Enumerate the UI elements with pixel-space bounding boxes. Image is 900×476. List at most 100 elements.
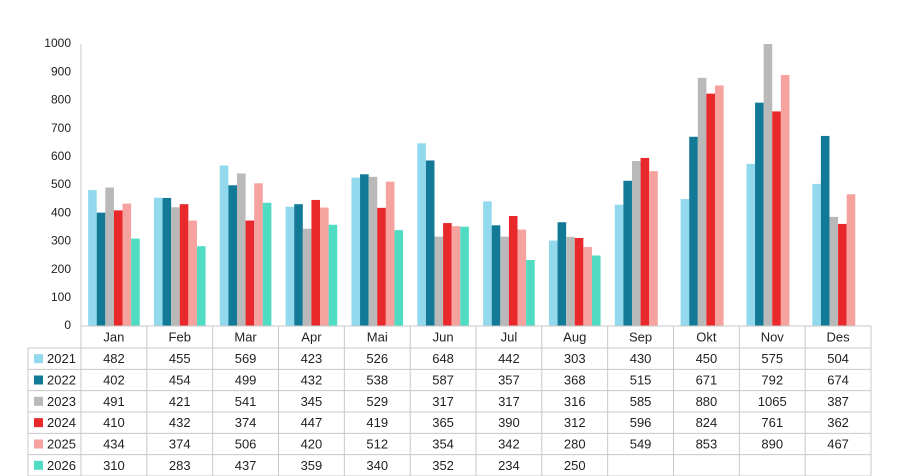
bar [820,135,830,326]
bar [236,173,246,326]
table-value: 374 [235,415,257,430]
table-value: 410 [103,415,125,430]
bar [526,260,535,326]
table-value: 250 [564,458,586,473]
table-value: 420 [301,436,323,451]
bar [377,207,386,326]
bar [131,238,140,326]
table-value: 761 [761,415,783,430]
table-value: 310 [103,458,125,473]
table-value: 362 [827,415,849,430]
table-value: 499 [235,372,257,387]
bar [96,212,106,326]
table-value: 390 [498,415,520,430]
y-tick-label: 600 [51,149,71,163]
bar [631,161,641,326]
y-tick-label: 200 [51,262,71,276]
table-value: 421 [169,394,191,409]
bar [706,93,716,326]
bar [443,223,452,326]
bar [88,190,97,326]
bar [188,220,197,326]
bar [451,226,461,326]
table-value: 880 [696,394,718,409]
bar [557,222,567,326]
bar [171,207,180,326]
bar [715,85,724,326]
table-value: 434 [103,436,125,451]
table-value: 316 [564,394,586,409]
legend-label: 2026 [47,458,76,473]
bar [614,204,624,326]
table-value: 824 [696,415,718,430]
table-value: 596 [630,415,652,430]
bar [434,236,444,326]
bar [583,247,592,326]
x-tick-label: Aug [563,329,586,344]
bar [368,176,378,326]
table-value: 541 [235,394,257,409]
table-value: 345 [301,394,323,409]
x-tick-label: Jun [433,329,454,344]
table-value: 671 [696,372,718,387]
y-tick-label: 500 [51,177,71,191]
bar [162,197,172,326]
table-value: 454 [169,372,191,387]
bar [591,255,601,326]
table-value: 491 [103,394,125,409]
legend-swatch [34,460,43,470]
table-value: 529 [366,394,388,409]
bar [697,77,707,326]
bar [483,201,492,326]
bar [517,229,527,326]
legend-label: 2021 [47,351,76,366]
bar [328,224,338,326]
bar [385,181,395,326]
bar [351,177,361,326]
table-value: 1065 [758,394,787,409]
table-value: 283 [169,458,191,473]
table-value: 442 [498,351,520,366]
bar [219,165,229,326]
table-value: 354 [432,436,454,451]
bar [394,230,404,326]
bar [689,136,698,326]
table-value: 368 [564,372,586,387]
bar [838,223,847,326]
bar [780,75,790,326]
table-value: 419 [366,415,388,430]
table-value: 340 [366,458,388,473]
plot-area [88,44,856,326]
table-value: 526 [366,351,388,366]
table-value: 359 [301,458,323,473]
bar [649,171,658,326]
table-value: 585 [630,394,652,409]
table-value: 450 [696,351,718,366]
bar [179,204,189,326]
bar [113,210,123,326]
table-value: 890 [761,436,783,451]
table-value: 365 [432,415,454,430]
bar [228,185,237,326]
legend-label: 2022 [47,372,76,387]
table-value: 352 [432,458,454,473]
bar [262,202,272,326]
legend-label: 2023 [47,394,76,409]
y-tick-label: 400 [51,205,71,219]
bar [153,197,163,326]
table-value: 432 [301,372,323,387]
table-value: 303 [564,351,586,366]
table-value: 317 [432,394,454,409]
x-tick-label: Mar [234,329,257,344]
table-value: 853 [696,436,718,451]
bar [846,194,856,326]
y-tick-label: 100 [51,290,71,304]
y-tick-label: 0 [64,318,71,332]
table-value: 587 [432,372,454,387]
table-value: 317 [498,394,520,409]
table-value: 538 [366,372,388,387]
bar [294,204,303,326]
x-tick-label: Jul [501,329,518,344]
table-value: 423 [301,351,323,366]
